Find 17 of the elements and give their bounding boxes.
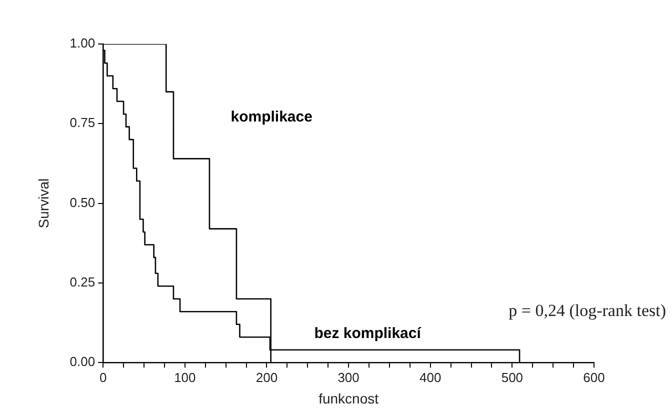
x-tick-label: 200 [256, 370, 278, 385]
x-tick-label: 400 [420, 370, 442, 385]
y-tick-label: 1.00 [70, 36, 96, 51]
y-tick-label: 0.25 [70, 274, 96, 290]
x-tick-label: 100 [174, 370, 196, 385]
x-tick-label: 600 [583, 370, 605, 385]
series-label: bez komplikací [314, 325, 422, 342]
y-tick-label: 0.00 [70, 354, 96, 370]
x-tick-label: 500 [501, 370, 524, 385]
text: komplikace [230, 108, 312, 126]
x-tick-label: 300 [338, 370, 360, 385]
x-tick-label: 0 [99, 370, 107, 385]
y-tick-label: 0.50 [70, 194, 96, 210]
y-tick-label: 0.75 [70, 115, 96, 130]
y-axis-title: Survival [35, 178, 52, 228]
x-axis-title: funkcnost [318, 390, 379, 406]
annotation: p = 0,24 (log-rank test) [508, 301, 666, 320]
